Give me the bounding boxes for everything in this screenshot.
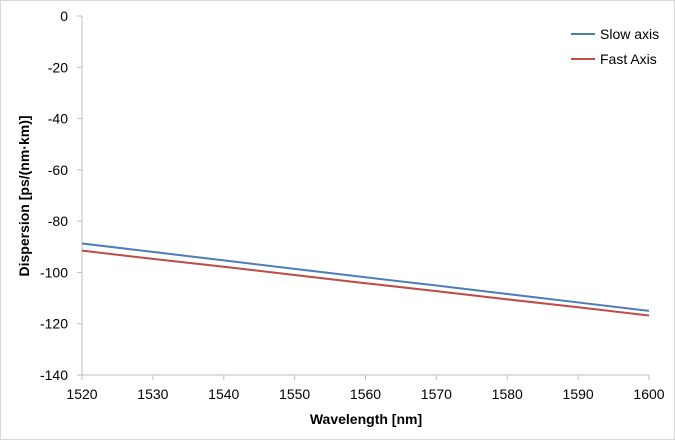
y-tick-label: -20	[48, 59, 68, 75]
y-axis-label: Dispersion [ps/(nm·km)]	[16, 115, 32, 276]
x-tick-label: 1530	[137, 386, 168, 402]
series-line-slow-axis	[81, 242, 650, 312]
y-tick-label: -80	[48, 213, 68, 229]
x-tick-label: 1580	[492, 386, 523, 402]
y-tick-label: -60	[48, 162, 68, 178]
legend-label: Fast Axis	[600, 51, 657, 67]
x-tick-label: 1540	[208, 386, 239, 402]
x-tick-label: 1520	[66, 386, 97, 402]
x-tick-label: 1560	[350, 386, 381, 402]
y-tick-label: -40	[48, 111, 68, 127]
x-tick-label: 1600	[633, 386, 664, 402]
x-tick-label: 1550	[279, 386, 310, 402]
y-tick-label: -100	[40, 264, 68, 280]
y-tick-label: -120	[40, 316, 68, 332]
y-tick-label: 0	[60, 8, 68, 24]
legend: Slow axis Fast Axis	[571, 26, 659, 67]
series-line-fast-axis	[81, 249, 650, 317]
x-tick-label: 1570	[421, 386, 452, 402]
y-tick-label: -140	[40, 367, 68, 383]
x-tick-label: 1590	[563, 386, 594, 402]
x-axis-label: Wavelength [nm]	[310, 411, 422, 427]
legend-label: Slow axis	[600, 26, 659, 42]
